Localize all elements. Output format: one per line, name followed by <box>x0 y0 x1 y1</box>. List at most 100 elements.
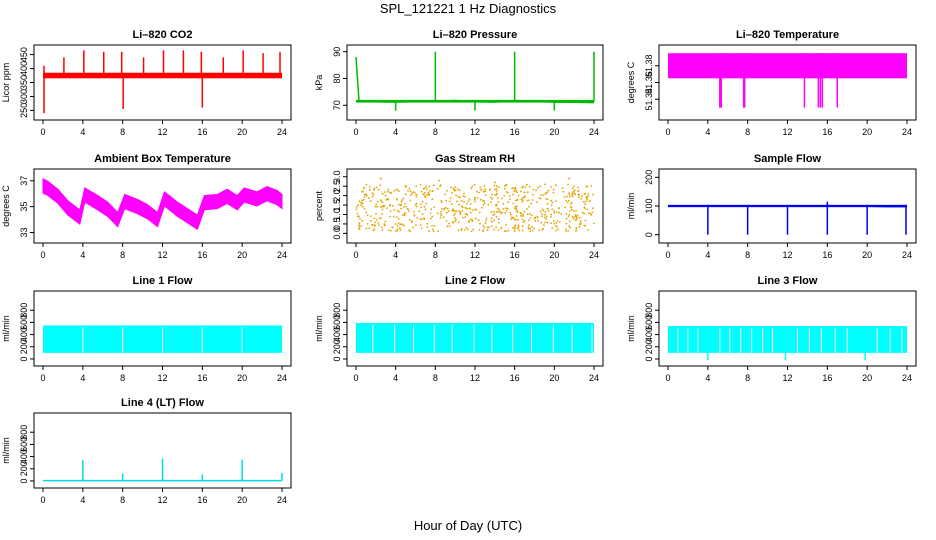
data-point <box>565 217 568 220</box>
data-point <box>575 218 578 221</box>
data-point <box>553 222 556 225</box>
data-point <box>421 218 423 221</box>
data-point <box>463 200 465 203</box>
data-point <box>525 183 528 186</box>
data-point <box>585 195 588 198</box>
data-point <box>359 217 361 220</box>
data-point <box>577 196 580 199</box>
data-point <box>398 190 400 193</box>
data-point <box>521 225 524 228</box>
data-point <box>550 213 553 216</box>
data-point <box>518 229 521 232</box>
data-point <box>488 226 491 229</box>
data-point <box>423 218 426 221</box>
data-point <box>482 199 484 202</box>
plot-frame <box>33 44 292 121</box>
data-point <box>550 216 552 218</box>
data-point <box>469 218 472 221</box>
data-point <box>420 227 423 230</box>
data-point <box>401 214 404 216</box>
data-point <box>557 228 560 231</box>
data-point <box>403 213 406 216</box>
x-tick-label: 0 <box>353 127 358 137</box>
data-point <box>461 216 464 219</box>
data-point <box>399 204 402 207</box>
data-point <box>528 219 530 222</box>
panel-6: Line 1 Flow ml/min 0 4 8 12 16 20 24 0 20040060080… <box>1 275 292 383</box>
data-point <box>514 186 517 189</box>
data-point <box>457 229 460 232</box>
x-tick-label: 0 <box>40 373 45 383</box>
data-point <box>425 188 428 191</box>
data-point <box>519 215 522 217</box>
data-point <box>500 211 503 214</box>
data-point <box>455 194 457 197</box>
data-point <box>577 190 580 193</box>
x-tick-label: 8 <box>120 250 125 260</box>
data-point <box>451 209 454 212</box>
y-tick-label: 600 <box>19 437 29 452</box>
series-line <box>355 56 595 104</box>
panel-title: Line 4 (LT) Flow <box>121 397 204 409</box>
data-point <box>573 192 576 195</box>
data-point <box>592 222 595 225</box>
data-point <box>361 202 364 204</box>
data-point <box>474 208 476 211</box>
data-point <box>527 226 530 229</box>
data-point <box>414 204 417 206</box>
data-point <box>464 206 467 209</box>
data-point <box>592 193 594 196</box>
data-point <box>393 208 396 211</box>
data-point <box>455 200 458 203</box>
data-point <box>431 190 434 193</box>
data-point <box>440 210 443 213</box>
data-point <box>491 221 493 223</box>
y-axis-label: ml/min <box>626 193 636 220</box>
data-point <box>521 215 524 218</box>
data-point <box>565 222 568 225</box>
panel-title: Sample Flow <box>754 153 822 165</box>
x-tick-label: 0 <box>353 373 358 383</box>
x-tick-label: 20 <box>862 127 872 137</box>
data-point <box>384 194 387 197</box>
data-point <box>419 218 422 221</box>
y-tick-label: 0 <box>19 356 29 361</box>
data-point <box>478 211 481 214</box>
data-point <box>543 216 546 219</box>
data-point <box>415 205 418 208</box>
data-point <box>527 227 530 230</box>
data-point <box>501 197 503 200</box>
data-point <box>476 197 479 199</box>
data-point <box>500 227 502 230</box>
data-point <box>447 210 450 213</box>
data-point <box>423 205 426 208</box>
data-point <box>385 198 388 201</box>
data-point <box>476 190 478 193</box>
data-point <box>521 185 524 188</box>
data-point <box>445 199 448 202</box>
data-point <box>555 229 557 232</box>
data-point <box>575 209 577 212</box>
data-point <box>361 220 364 222</box>
data-point <box>565 213 568 215</box>
data-point <box>425 202 428 205</box>
data-point <box>363 193 366 196</box>
data-point <box>571 215 574 218</box>
data-point <box>463 229 466 231</box>
data-point <box>483 190 485 193</box>
x-tick-label: 24 <box>277 495 287 505</box>
data-point <box>575 214 577 216</box>
data-layer <box>43 325 282 353</box>
x-tick-label: 20 <box>237 495 247 505</box>
data-point <box>373 189 375 191</box>
data-point <box>432 184 435 187</box>
data-point <box>515 215 518 217</box>
data-point <box>460 205 463 208</box>
data-point <box>556 219 559 222</box>
data-point <box>539 185 541 188</box>
data-point <box>543 224 545 227</box>
data-point <box>472 228 475 231</box>
data-point <box>566 195 568 198</box>
data-point <box>523 211 526 213</box>
data-point <box>374 221 377 224</box>
